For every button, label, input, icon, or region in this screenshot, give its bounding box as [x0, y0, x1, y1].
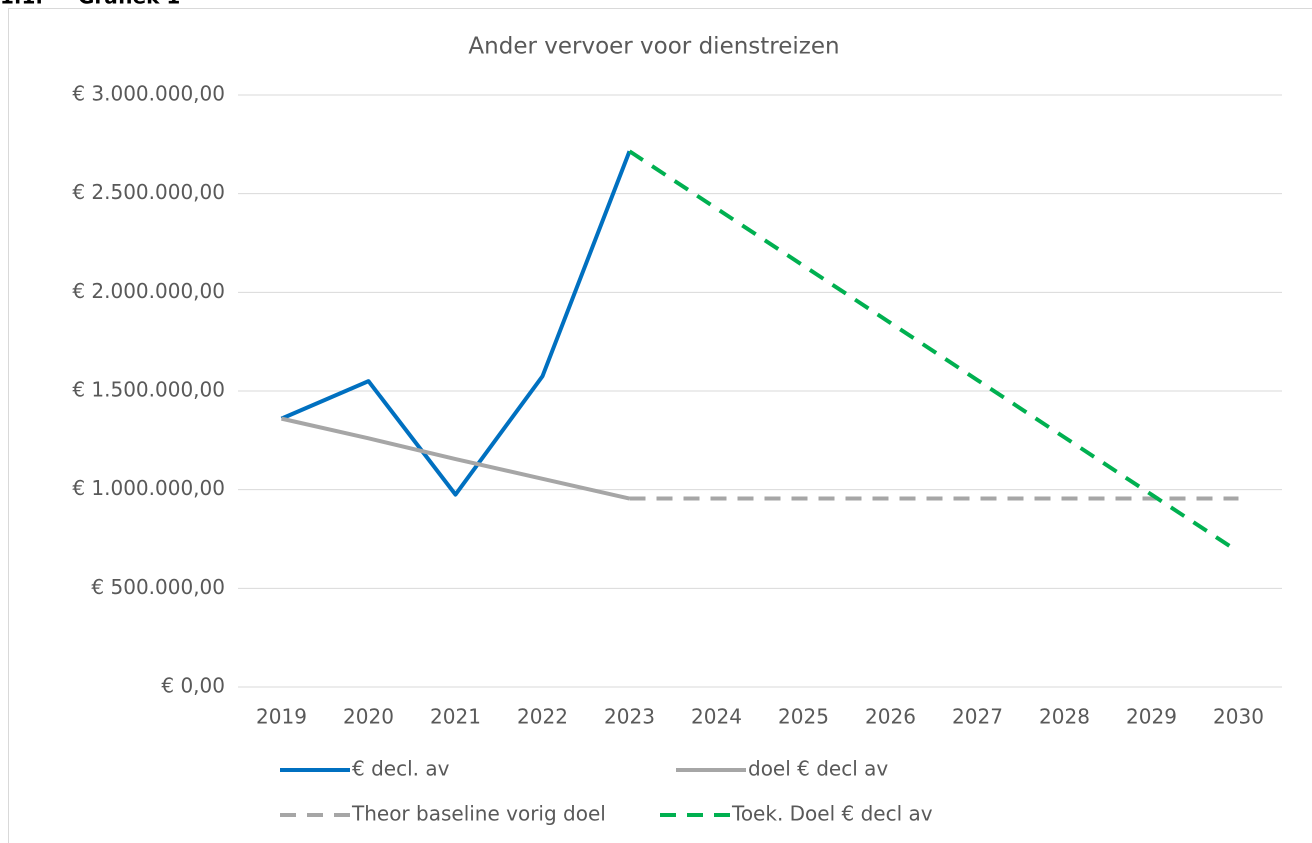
y-tick-label: € 1.000.000,00	[72, 476, 225, 500]
x-tick-label: 2025	[778, 705, 829, 729]
series-line	[628, 149, 1240, 554]
section-title: Grafiek 1	[78, 0, 180, 9]
series-line	[281, 416, 630, 501]
legend-label: Toek. Doel € decl av	[731, 802, 933, 826]
y-tick-label: € 3.000.000,00	[72, 82, 225, 106]
series-line	[280, 150, 632, 497]
y-tick-label: € 2.000.000,00	[72, 279, 225, 303]
y-tick-label: € 1.500.000,00	[72, 378, 225, 402]
x-tick-label: 2022	[517, 705, 568, 729]
x-tick-label: 2029	[1126, 705, 1177, 729]
x-tick-label: 2019	[256, 705, 307, 729]
y-tick-label: € 500.000,00	[91, 575, 225, 599]
x-tick-label: 2027	[952, 705, 1003, 729]
x-tick-label: 2024	[691, 705, 742, 729]
y-tick-label: € 0,00	[161, 674, 225, 698]
x-tick-label: 2026	[865, 705, 916, 729]
chart-frame	[8, 8, 1312, 843]
x-tick-label: 2021	[430, 705, 481, 729]
x-tick-label: 2023	[604, 705, 655, 729]
legend-label: € decl. av	[352, 757, 450, 781]
legend-label: doel € decl av	[748, 757, 888, 781]
x-tick-label: 2028	[1039, 705, 1090, 729]
y-tick-label: € 2.500.000,00	[72, 180, 225, 204]
legend-label: Theor baseline vorig doel	[351, 802, 606, 826]
x-tick-label: 2030	[1213, 705, 1264, 729]
x-tick-label: 2020	[343, 705, 394, 729]
section-number: 1.1.	[0, 0, 43, 9]
chart-title: Ander vervoer voor dienstreizen	[468, 34, 839, 60]
